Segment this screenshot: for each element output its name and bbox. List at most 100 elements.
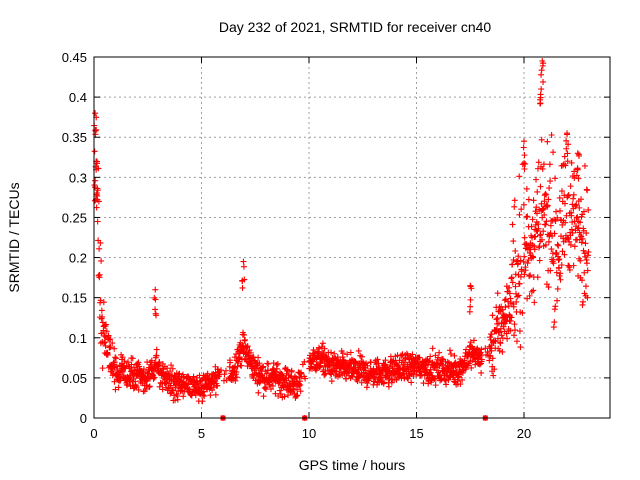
data-point xyxy=(540,78,547,85)
data-point xyxy=(238,362,245,369)
data-point xyxy=(102,342,109,349)
data-point xyxy=(545,284,552,291)
data-point xyxy=(573,172,580,179)
data-point xyxy=(111,345,118,352)
data-point xyxy=(542,241,549,248)
data-point xyxy=(553,208,560,215)
data-point xyxy=(530,197,537,204)
data-point xyxy=(364,362,371,369)
data-point xyxy=(197,378,204,385)
data-point xyxy=(567,183,574,190)
data-point xyxy=(528,223,535,230)
data-point xyxy=(581,162,588,169)
data-point xyxy=(510,238,517,245)
data-point xyxy=(554,297,561,304)
data-point xyxy=(542,190,549,197)
data-point xyxy=(296,383,303,390)
data-point xyxy=(582,283,589,290)
data-point xyxy=(233,374,240,381)
data-point xyxy=(394,361,401,368)
x-tick-label: 5 xyxy=(198,426,205,441)
data-point xyxy=(562,219,569,226)
data-point xyxy=(570,262,577,269)
data-point xyxy=(564,130,570,137)
data-point xyxy=(490,372,497,379)
data-point xyxy=(545,238,552,245)
data-point xyxy=(540,228,547,235)
data-point xyxy=(107,336,114,343)
data-point xyxy=(521,271,528,278)
data-point xyxy=(443,381,450,388)
data-point xyxy=(478,369,485,376)
data-point xyxy=(509,261,516,268)
data-point xyxy=(438,375,445,382)
data-point xyxy=(551,319,558,326)
data-point xyxy=(344,351,351,358)
data-point xyxy=(585,248,592,255)
data-point xyxy=(339,350,346,357)
data-point xyxy=(146,383,153,390)
data-point xyxy=(516,280,523,287)
data-point xyxy=(242,336,249,343)
data-point xyxy=(179,371,186,378)
data-point xyxy=(517,344,524,351)
data-point xyxy=(201,392,208,399)
data-point xyxy=(529,216,536,223)
data-point xyxy=(557,207,564,214)
data-point xyxy=(540,161,547,168)
data-point xyxy=(513,298,520,305)
data-point xyxy=(538,86,545,93)
data-point xyxy=(107,344,114,351)
data-point xyxy=(284,366,291,373)
data-point xyxy=(255,389,262,396)
data-point xyxy=(496,329,503,336)
data-point xyxy=(468,364,475,371)
data-point xyxy=(493,316,500,323)
data-point xyxy=(112,386,119,393)
data-point xyxy=(93,204,100,211)
data-point xyxy=(294,392,301,399)
data-point xyxy=(497,340,504,347)
data-point xyxy=(534,210,541,217)
data-point xyxy=(539,165,546,172)
data-point xyxy=(297,381,304,388)
data-point xyxy=(233,351,240,358)
data-point xyxy=(444,358,451,365)
data-point xyxy=(451,352,458,359)
data-point xyxy=(515,253,522,260)
data-point xyxy=(568,226,575,233)
data-point xyxy=(374,356,381,363)
data-point xyxy=(580,208,587,215)
data-point xyxy=(96,245,103,252)
data-point xyxy=(518,206,525,213)
data-point xyxy=(542,221,549,228)
data-point xyxy=(221,371,228,378)
data-point xyxy=(554,285,561,292)
data-point xyxy=(566,238,573,245)
data-point xyxy=(385,383,392,390)
data-point xyxy=(575,175,582,182)
y-tick-label: 0.15 xyxy=(62,291,87,306)
data-point xyxy=(491,366,498,373)
data-point xyxy=(260,393,267,400)
data-point xyxy=(511,332,518,339)
data-point xyxy=(557,270,564,277)
data-point xyxy=(172,397,179,404)
data-point xyxy=(526,273,533,280)
data-point xyxy=(584,267,591,274)
data-point xyxy=(159,386,166,393)
data-point xyxy=(535,159,542,166)
data-point xyxy=(502,304,509,311)
data-point xyxy=(256,360,263,367)
data-point xyxy=(516,211,523,218)
data-point xyxy=(98,307,105,314)
data-point xyxy=(546,185,553,192)
data-point xyxy=(267,386,274,393)
data-point xyxy=(236,355,243,362)
data-point xyxy=(135,386,142,393)
data-point xyxy=(260,363,267,370)
data-point xyxy=(239,284,246,291)
data-point xyxy=(516,173,523,180)
data-point xyxy=(95,198,102,205)
data-point xyxy=(553,249,560,256)
